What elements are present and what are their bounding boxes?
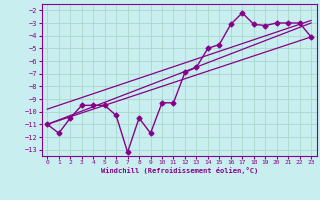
X-axis label: Windchill (Refroidissement éolien,°C): Windchill (Refroidissement éolien,°C): [100, 167, 258, 174]
